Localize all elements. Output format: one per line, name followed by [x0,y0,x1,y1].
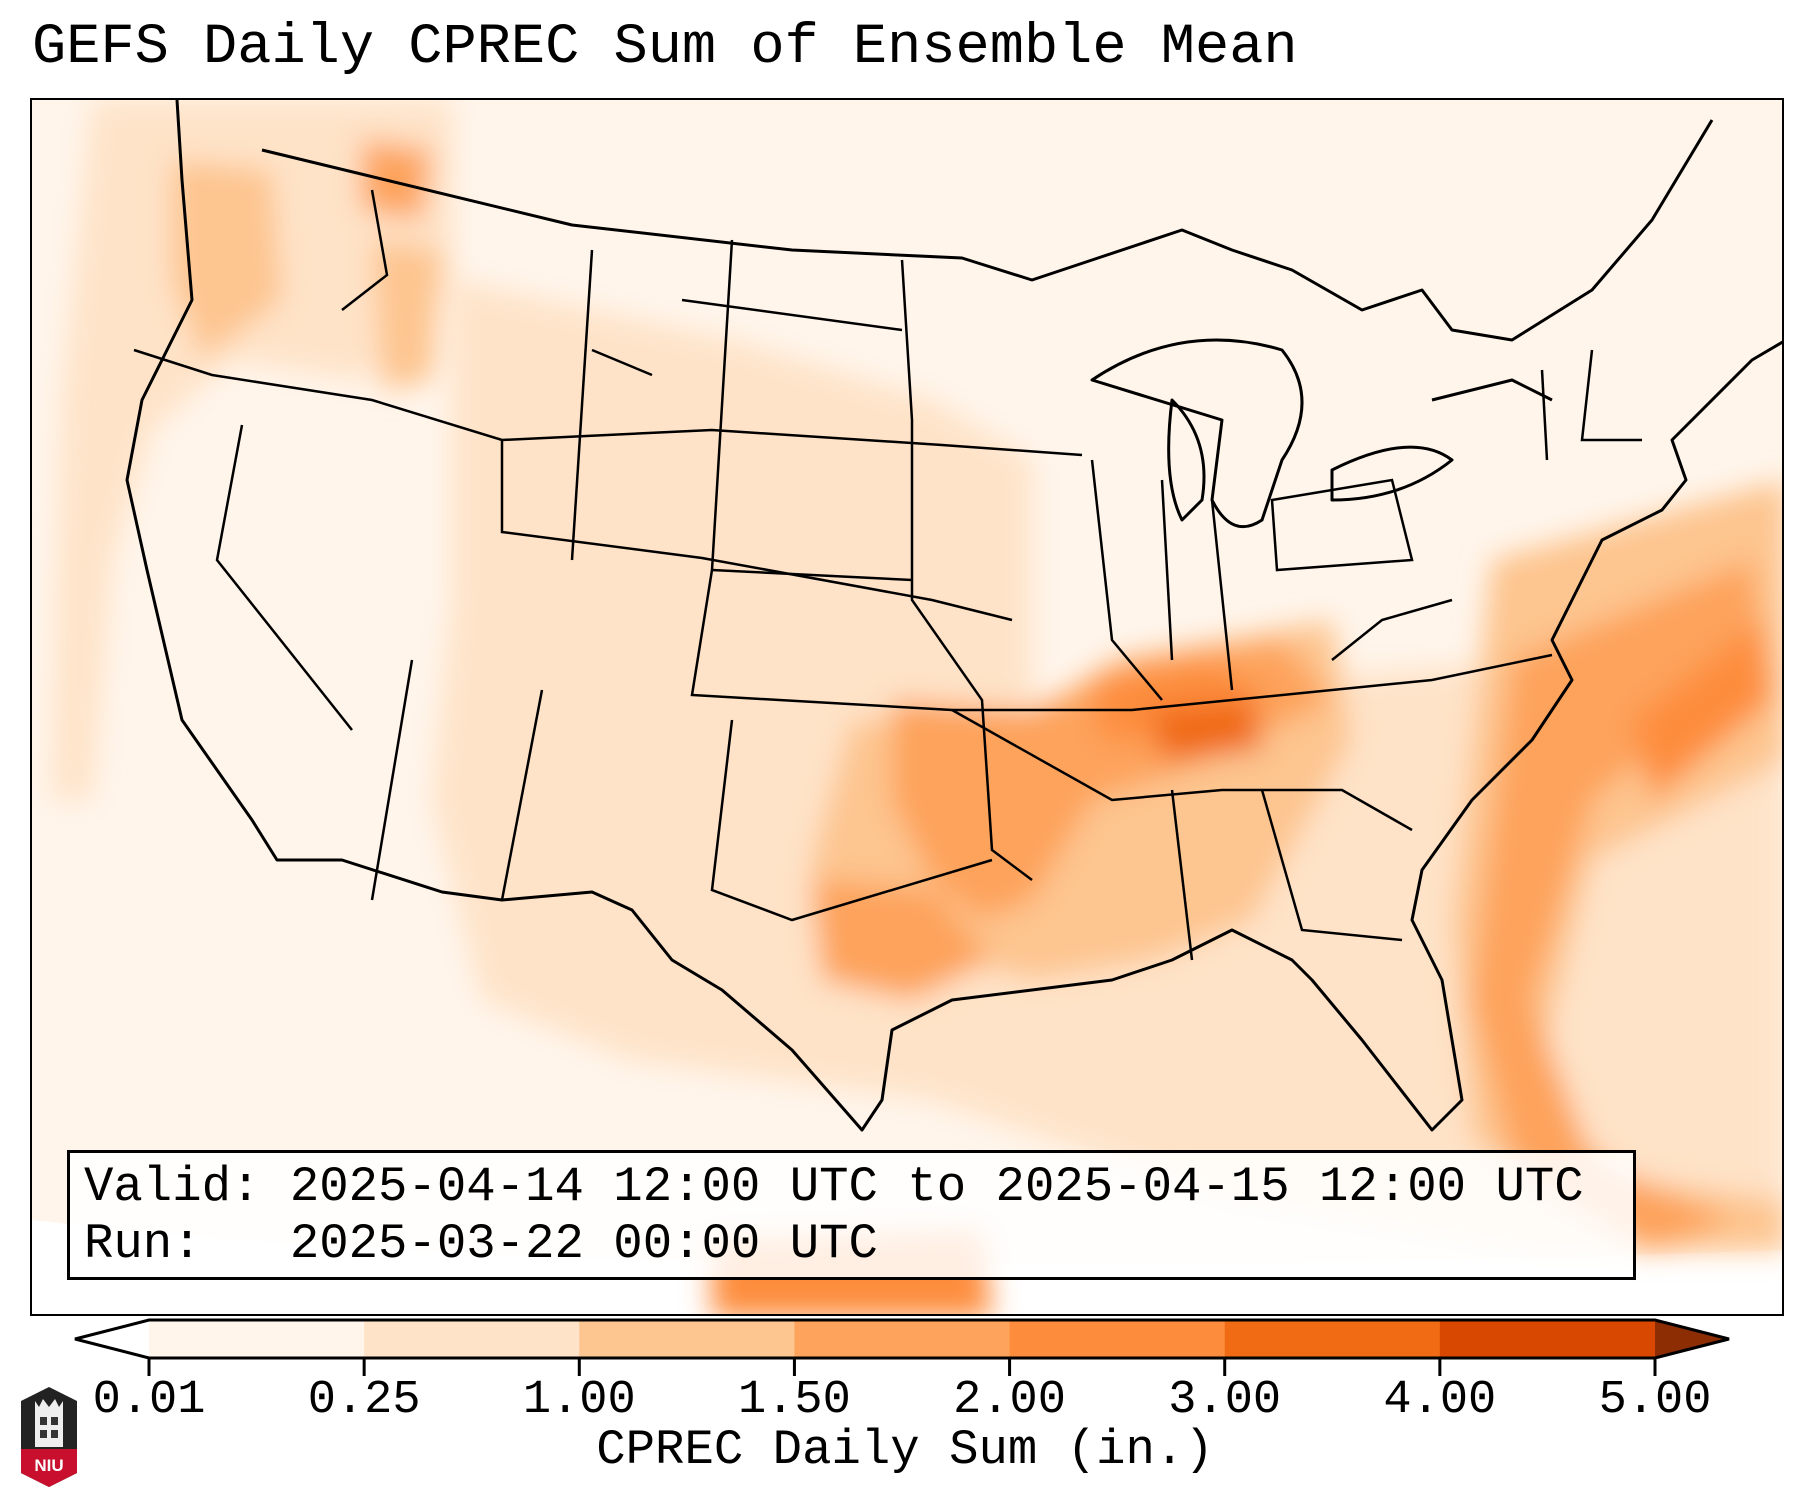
colorbar-segment [1224,1320,1441,1358]
colorbar-tick-label: 3.00 [1168,1374,1282,1427]
colorbar-segment [149,1320,365,1358]
precipitation-map [30,98,1784,1316]
colorbar-tick-label: 1.50 [738,1374,851,1427]
niu-logo: NIU [21,1387,77,1487]
colorbar-segment [579,1320,795,1358]
colorbar-tick-label: 0.01 [92,1374,206,1427]
precip-field [52,100,1782,1314]
svg-text:NIU: NIU [34,1456,63,1475]
colorbar-under-arrow [75,1320,149,1358]
map-title: GEFS Daily CPREC Sum of Ensemble Mean [32,16,1298,80]
map-canvas [32,100,1782,1314]
colorbar-label: CPREC Daily Sum (in.) [596,1422,1214,1478]
colorbar-segment [1009,1320,1226,1358]
colorbar-tick-label: 2.00 [953,1374,1066,1427]
colorbar-segment [364,1320,580,1358]
valid-label: Valid: [84,1159,261,1215]
colorbar-segment [1439,1320,1656,1358]
colorbar-tick-label: 0.25 [307,1374,421,1427]
valid-time-range: 2025-04-14 12:00 UTC to 2025-04-15 12:00… [289,1159,1584,1215]
colorbar [74,1318,1730,1376]
run-time: 2025-03-22 00:00 UTC [289,1216,878,1272]
colorbar-tick-label: 5.00 [1598,1374,1712,1427]
run-label: Run: [84,1216,202,1272]
state-boundaries [133,189,1642,961]
valid-run-info-box: Valid: 2025-04-14 12:00 UTC to 2025-04-1… [67,1150,1636,1280]
colorbar-tick-label: 1.00 [522,1374,636,1427]
colorbar-tick-label: 4.00 [1383,1374,1497,1427]
colorbar-segment [794,1320,1011,1358]
coastlines-and-borders [125,100,1782,1132]
colorbar-over-arrow [1655,1320,1729,1358]
